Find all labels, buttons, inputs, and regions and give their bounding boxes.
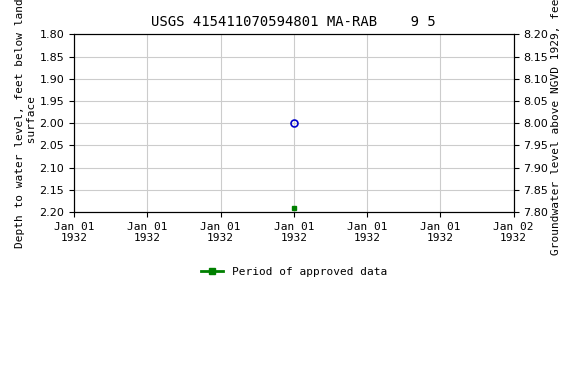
Y-axis label: Groundwater level above NGVD 1929, feet: Groundwater level above NGVD 1929, feet [551,0,561,255]
Y-axis label: Depth to water level, feet below land
 surface: Depth to water level, feet below land su… [15,0,37,248]
Legend: Period of approved data: Period of approved data [196,262,392,281]
Title: USGS 415411070594801 MA-RAB    9 5: USGS 415411070594801 MA-RAB 9 5 [151,15,436,29]
